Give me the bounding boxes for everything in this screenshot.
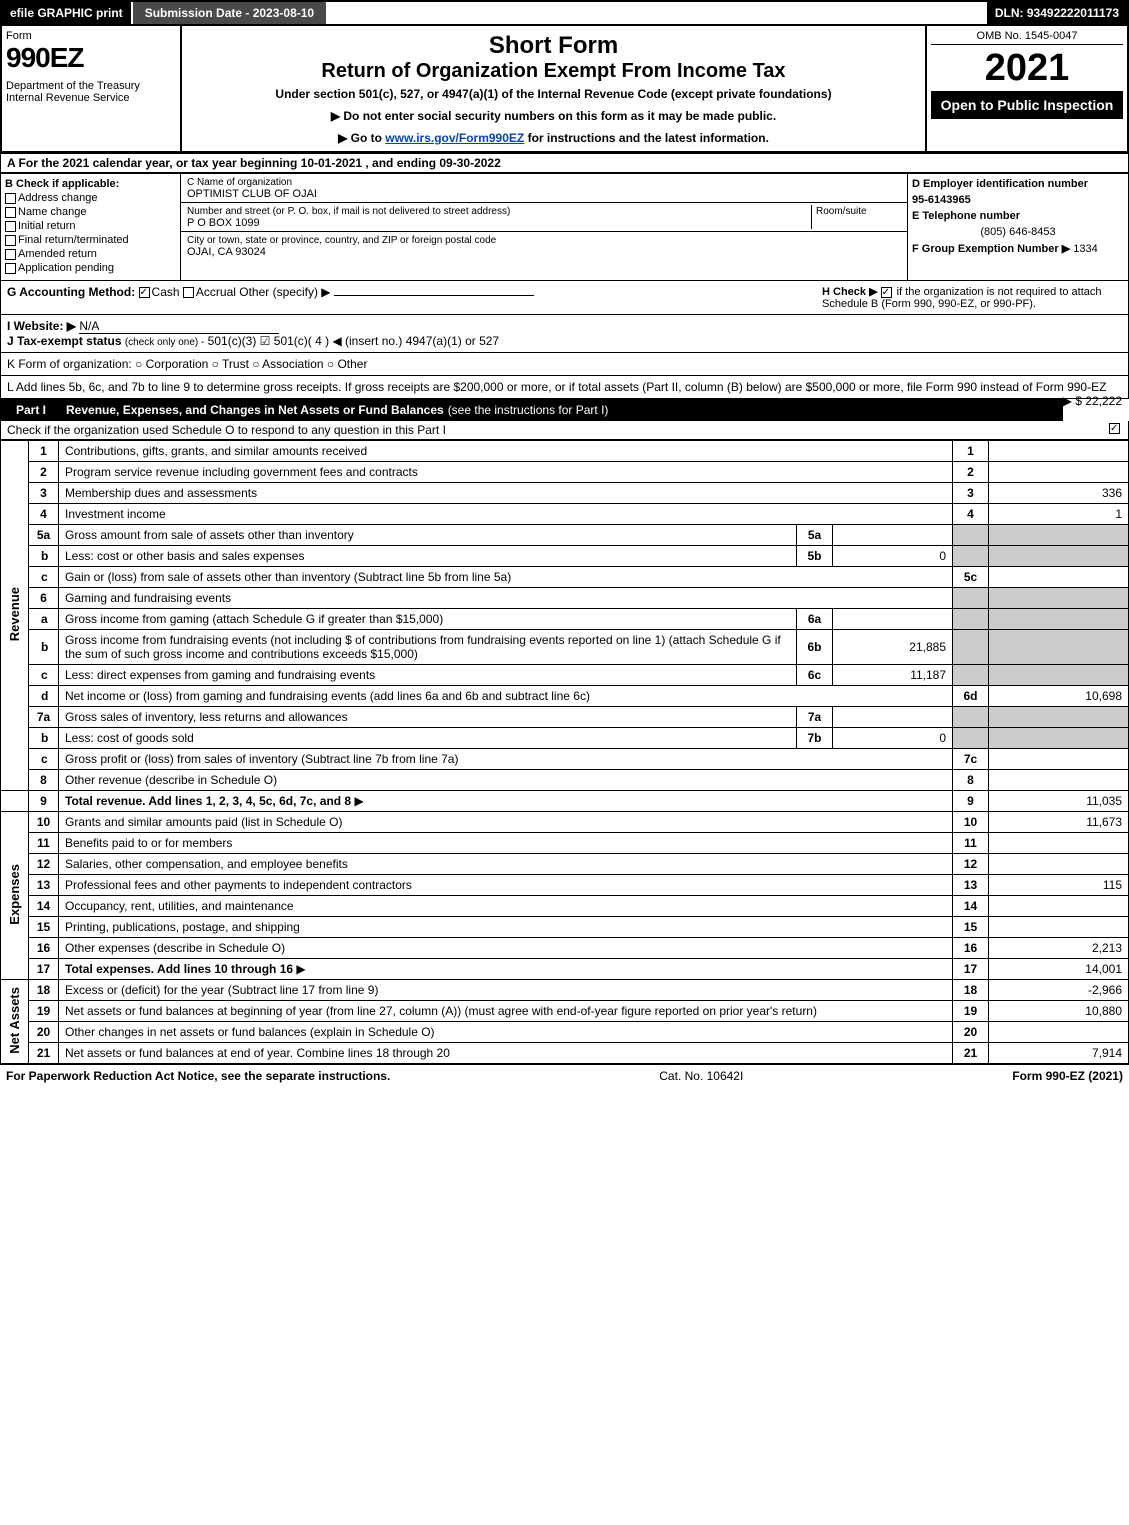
- chk-h[interactable]: [881, 287, 892, 298]
- l1-desc: Contributions, gifts, grants, and simila…: [59, 441, 953, 462]
- chk-application-pending[interactable]: Application pending: [5, 262, 176, 274]
- chk-schedule-o[interactable]: [1109, 423, 1120, 434]
- row-l-text: L Add lines 5b, 6c, and 7b to line 9 to …: [7, 380, 1106, 394]
- ein-value: 95-6143965: [912, 194, 1124, 206]
- row-l-amount: ▶ $ 22,222: [1063, 394, 1122, 408]
- header-left: Form 990EZ Department of the Treasury In…: [2, 26, 182, 151]
- row-l: L Add lines 5b, 6c, and 7b to line 9 to …: [0, 376, 1129, 399]
- dln-label: DLN: 93492222011173: [987, 2, 1127, 24]
- l6d-amt: 10,698: [989, 686, 1129, 707]
- g-label: G Accounting Method:: [7, 285, 135, 299]
- irs-link[interactable]: www.irs.gov/Form990EZ: [385, 131, 524, 145]
- form-number: 990EZ: [6, 42, 176, 74]
- box-b-label: B Check if applicable:: [5, 178, 176, 190]
- submission-date: Submission Date - 2023-08-10: [131, 2, 326, 24]
- tax-year: 2021: [931, 49, 1123, 87]
- under-section: Under section 501(c), 527, or 4947(a)(1)…: [188, 87, 919, 101]
- chk-initial-return[interactable]: Initial return: [5, 220, 176, 232]
- footer-mid: Cat. No. 10642I: [659, 1069, 743, 1083]
- room-label: Room/suite: [816, 206, 867, 217]
- l4-amt: 1: [989, 504, 1129, 525]
- l5b-val: 0: [833, 546, 953, 567]
- dept-label: Department of the Treasury Internal Reve…: [6, 80, 176, 104]
- l19-amt: 10,880: [989, 1001, 1129, 1022]
- l10-amt: 11,673: [989, 812, 1129, 833]
- l1-num: 1: [29, 441, 59, 462]
- h-label: H Check ▶: [822, 286, 878, 298]
- j-label: J Tax-exempt status: [7, 334, 122, 348]
- part1-rest: (see the instructions for Part I): [448, 403, 609, 417]
- row-k: K Form of organization: ○ Corporation ○ …: [0, 353, 1129, 376]
- l21-amt: 7,914: [989, 1043, 1129, 1064]
- top-bar: efile GRAPHIC print Submission Date - 20…: [0, 0, 1129, 26]
- page-footer: For Paperwork Reduction Act Notice, see …: [0, 1064, 1129, 1087]
- goto-post: for instructions and the latest informat…: [524, 131, 769, 145]
- main-title: Return of Organization Exempt From Incom…: [188, 60, 919, 83]
- website-label: I Website: ▶: [7, 319, 76, 333]
- group-label: F Group Exemption Number ▶: [912, 243, 1070, 255]
- footer-right: Form 990-EZ (2021): [1012, 1069, 1123, 1083]
- addr: P O BOX 1099: [187, 217, 260, 229]
- l16-amt: 2,213: [989, 938, 1129, 959]
- ssn-note: ▶ Do not enter social security numbers o…: [188, 109, 919, 123]
- chk-accrual[interactable]: [183, 287, 194, 298]
- city: OJAI, CA 93024: [187, 246, 266, 258]
- l9-amt: 11,035: [989, 791, 1129, 812]
- efile-label: efile GRAPHIC print: [2, 2, 131, 24]
- l13-amt: 115: [989, 875, 1129, 896]
- box-c: C Name of organization OPTIMIST CLUB OF …: [181, 174, 908, 280]
- l7b-val: 0: [833, 728, 953, 749]
- l6c-val: 11,187: [833, 665, 953, 686]
- group-value: 1334: [1073, 243, 1097, 255]
- l1-box: 1: [953, 441, 989, 462]
- part1-header: Part I Revenue, Expenses, and Changes in…: [0, 399, 1063, 421]
- form-label: Form: [6, 30, 176, 42]
- org-name: OPTIMIST CLUB OF OJAI: [187, 188, 317, 200]
- chk-amended-return[interactable]: Amended return: [5, 248, 176, 260]
- revenue-sidelabel: Revenue: [1, 441, 29, 791]
- l18-amt: -2,966: [989, 980, 1129, 1001]
- open-inspection: Open to Public Inspection: [931, 91, 1123, 119]
- part1-label: Part I: [8, 403, 54, 417]
- website-value: N/A: [79, 319, 279, 334]
- row-gh: G Accounting Method: Cash Accrual Other …: [0, 281, 1129, 315]
- short-form-title: Short Form: [188, 32, 919, 60]
- other-input[interactable]: [334, 295, 534, 296]
- tel-value: (805) 646-8453: [912, 226, 1124, 238]
- other-label: Other (specify) ▶: [239, 285, 330, 299]
- part1-title: Revenue, Expenses, and Changes in Net As…: [66, 403, 444, 417]
- netassets-sidelabel: Net Assets: [1, 980, 29, 1064]
- j-note: (check only one) -: [125, 337, 204, 348]
- expenses-sidelabel: Expenses: [1, 812, 29, 980]
- goto-pre: ▶ Go to: [338, 131, 385, 145]
- footer-left: For Paperwork Reduction Act Notice, see …: [6, 1069, 390, 1083]
- l1-amt: [989, 441, 1129, 462]
- goto-note: ▶ Go to www.irs.gov/Form990EZ for instru…: [188, 131, 919, 145]
- omb-number: OMB No. 1545-0047: [931, 30, 1123, 45]
- tel-label: E Telephone number: [912, 210, 1020, 222]
- box-d: D Employer identification number 95-6143…: [908, 174, 1128, 280]
- j-opts: 501(c)(3) ☑ 501(c)( 4 ) ◀ (insert no.) 4…: [208, 334, 499, 348]
- chk-address-change[interactable]: Address change: [5, 192, 176, 204]
- chk-final-return[interactable]: Final return/terminated: [5, 234, 176, 246]
- chk-name-change[interactable]: Name change: [5, 206, 176, 218]
- header-right: OMB No. 1545-0047 2021 Open to Public In…: [927, 26, 1127, 151]
- l3-amt: 336: [989, 483, 1129, 504]
- chk-cash[interactable]: [139, 287, 150, 298]
- part1-checknote: Check if the organization used Schedule …: [0, 421, 1129, 440]
- info-grid: B Check if applicable: Address change Na…: [0, 173, 1129, 281]
- box-b: B Check if applicable: Address change Na…: [1, 174, 181, 280]
- addr-label: Number and street (or P. O. box, if mail…: [187, 206, 510, 217]
- form-header: Form 990EZ Department of the Treasury In…: [0, 26, 1129, 153]
- city-label: City or town, state or province, country…: [187, 235, 496, 246]
- header-center: Short Form Return of Organization Exempt…: [182, 26, 927, 151]
- l17-amt: 14,001: [989, 959, 1129, 980]
- lines-table: Revenue 1 Contributions, gifts, grants, …: [0, 440, 1129, 1064]
- ein-label: D Employer identification number: [912, 178, 1088, 190]
- row-i: I Website: ▶ N/A J Tax-exempt status (ch…: [0, 315, 1129, 353]
- org-name-label: C Name of organization: [187, 177, 292, 188]
- l6b-val: 21,885: [833, 630, 953, 665]
- section-a: A For the 2021 calendar year, or tax yea…: [0, 153, 1129, 173]
